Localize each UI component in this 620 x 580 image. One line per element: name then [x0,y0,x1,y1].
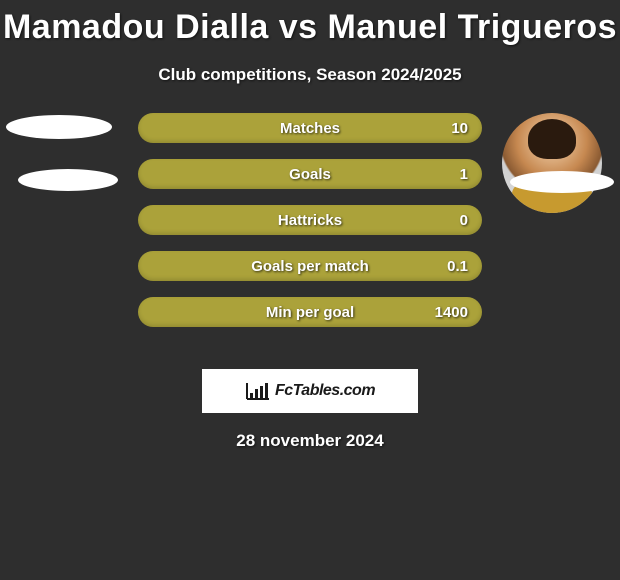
stat-label: Hattricks [278,212,342,229]
stat-right-value: 0 [460,212,468,229]
stat-right-value: 1400 [435,304,468,321]
page-title: Mamadou Dialla vs Manuel Trigueros [0,0,620,47]
stat-label: Min per goal [266,304,354,321]
stat-row-hattricks: Hattricks 0 [138,205,482,235]
stat-right-value: 1 [460,166,468,183]
footer-brand-text: FcTables.com [275,382,375,400]
stat-row-goals-per-match: Goals per match 0.1 [138,251,482,281]
stat-label: Goals per match [251,258,369,275]
stat-row-min-per-goal: Min per goal 1400 [138,297,482,327]
stat-label: Goals [289,166,331,183]
date-text: 28 november 2024 [0,431,620,451]
stat-right-value: 10 [451,120,468,137]
footer-brand-box[interactable]: FcTables.com [202,369,418,413]
stat-label: Matches [280,120,340,137]
player-left-placeholder-1 [6,115,112,139]
comparison-panel: Matches 10 Goals 1 Hattricks 0 Goals per… [0,113,620,333]
stat-bars: Matches 10 Goals 1 Hattricks 0 Goals per… [138,113,482,343]
player-left-placeholder-2 [18,169,118,191]
subtitle: Club competitions, Season 2024/2025 [0,65,620,85]
chart-icon [245,381,271,401]
stat-right-value: 0.1 [447,258,468,275]
player-right-placeholder [510,171,614,193]
player-right-avatar [502,113,602,213]
stat-row-matches: Matches 10 [138,113,482,143]
stat-row-goals: Goals 1 [138,159,482,189]
